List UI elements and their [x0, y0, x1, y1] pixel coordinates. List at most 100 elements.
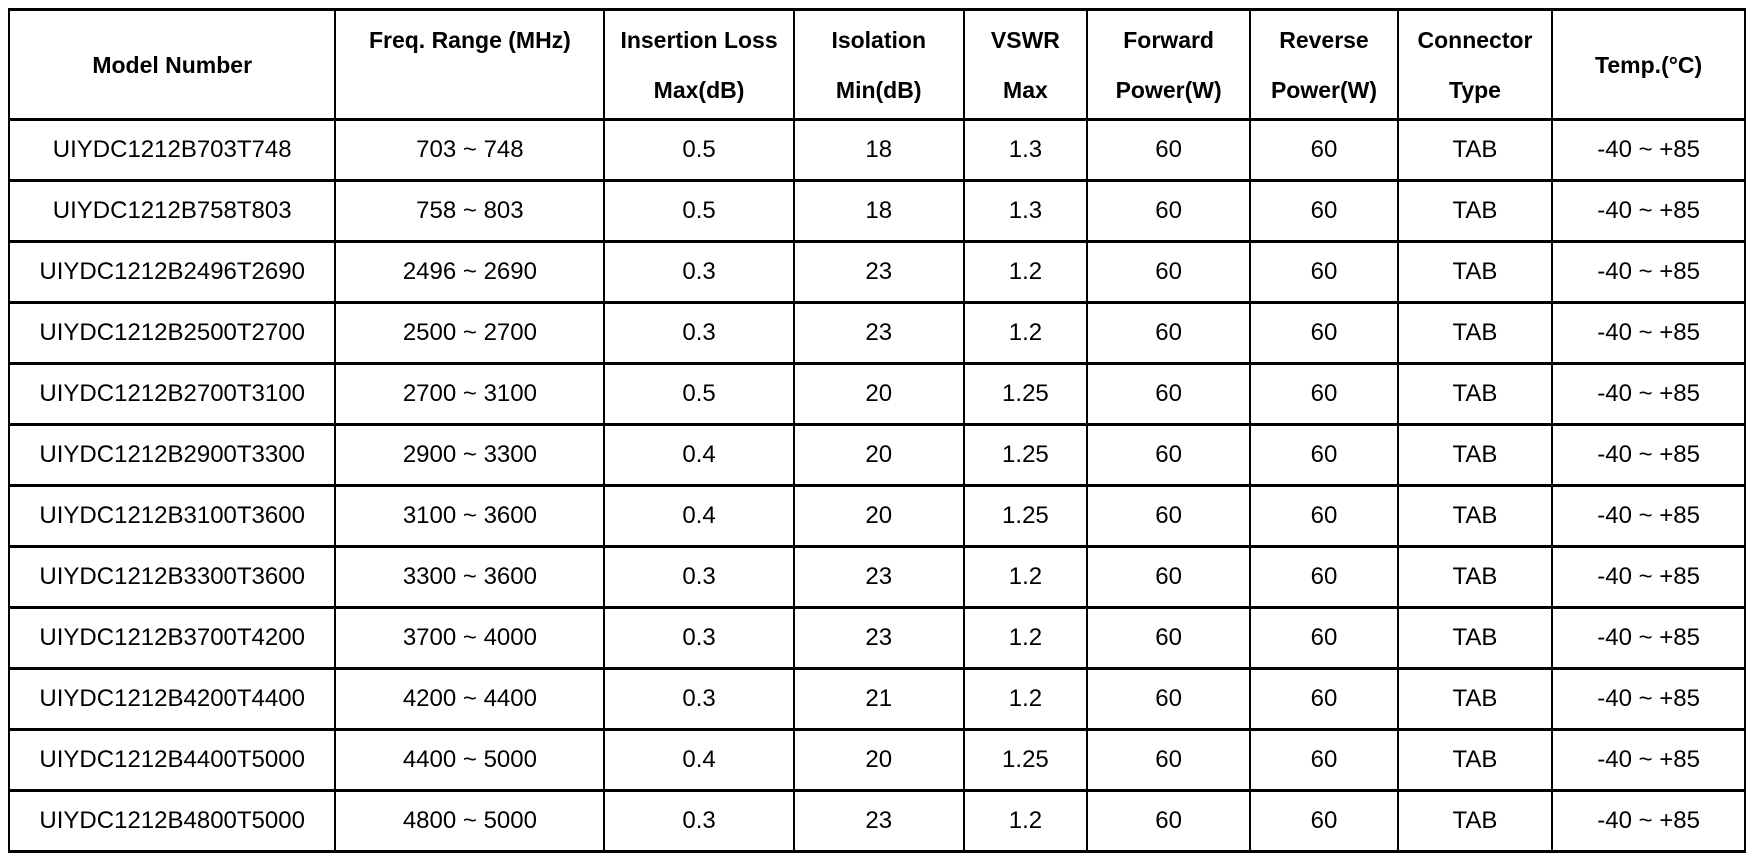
cell-fwd: 60: [1086, 301, 1252, 365]
cell-temp: -40 ~ +85: [1551, 240, 1746, 304]
cell-rev: 60: [1249, 240, 1399, 304]
cell-conn: TAB: [1396, 728, 1554, 792]
cell-fwd: 60: [1086, 179, 1252, 243]
column-header-line: Min(dB): [835, 76, 922, 103]
cell-conn: TAB: [1396, 484, 1554, 548]
cell-model: UIYDC1212B2700T3100: [7, 362, 337, 426]
cell-freq: 3100 ~ 3600: [334, 484, 606, 548]
cell-rev: 60: [1249, 301, 1399, 365]
cell-vswr: 1.2: [962, 545, 1089, 609]
cell-model: UIYDC1212B4400T5000: [7, 728, 337, 792]
cell-iso: 23: [792, 545, 965, 609]
column-header-line: Freq. Range (MHz): [368, 26, 571, 53]
cell-temp: -40 ~ +85: [1551, 728, 1746, 792]
cell-rev: 60: [1249, 362, 1399, 426]
cell-fwd: 60: [1086, 484, 1252, 548]
cell-il: 0.5: [603, 179, 795, 243]
cell-freq: 4400 ~ 5000: [334, 728, 606, 792]
cell-iso: 18: [792, 179, 965, 243]
cell-temp: -40 ~ +85: [1551, 667, 1746, 731]
cell-vswr: 1.2: [962, 667, 1089, 731]
cell-model: UIYDC1212B2500T2700: [7, 301, 337, 365]
spec-table: Model Number Freq. Range (MHz) Insertion L…: [7, 8, 1746, 853]
cell-freq: 3700 ~ 4000: [334, 606, 606, 670]
cell-conn: TAB: [1396, 423, 1554, 487]
cell-freq: 2496 ~ 2690: [334, 240, 606, 304]
column-header-line: Isolation: [831, 26, 926, 53]
cell-il: 0.3: [603, 789, 795, 853]
cell-rev: 60: [1249, 423, 1399, 487]
cell-freq: 3300 ~ 3600: [334, 545, 606, 609]
cell-model: UIYDC1212B4200T4400: [7, 667, 337, 731]
cell-il: 0.4: [603, 423, 795, 487]
cell-temp: -40 ~ +85: [1551, 789, 1746, 853]
cell-il: 0.3: [603, 240, 795, 304]
cell-fwd: 60: [1086, 667, 1252, 731]
column-header-line: Connector: [1417, 26, 1533, 53]
cell-conn: TAB: [1396, 667, 1554, 731]
cell-iso: 18: [792, 118, 965, 182]
cell-iso: 21: [792, 667, 965, 731]
column-header-line: Model Number: [92, 51, 253, 78]
cell-iso: 20: [792, 423, 965, 487]
cell-il: 0.3: [603, 301, 795, 365]
cell-fwd: 60: [1086, 606, 1252, 670]
cell-vswr: 1.3: [962, 179, 1089, 243]
cell-model: UIYDC1212B703T748: [7, 118, 337, 182]
cell-temp: -40 ~ +85: [1551, 423, 1746, 487]
cell-fwd: 60: [1086, 362, 1252, 426]
cell-model: UIYDC1212B4800T5000: [7, 789, 337, 853]
cell-temp: -40 ~ +85: [1551, 118, 1746, 182]
cell-fwd: 60: [1086, 118, 1252, 182]
cell-rev: 60: [1249, 789, 1399, 853]
column-header-line: Temp.(°C): [1595, 51, 1703, 78]
cell-temp: -40 ~ +85: [1551, 484, 1746, 548]
table-row: UIYDC1212B3100T3600 3100 ~ 3600 0.4 20 1.25 6…: [7, 484, 1746, 548]
cell-conn: TAB: [1396, 789, 1554, 853]
column-header-line: [340, 65, 599, 115]
cell-freq: 2700 ~ 3100: [334, 362, 606, 426]
cell-temp: -40 ~ +85: [1551, 362, 1746, 426]
column-header-il: Insertion Loss Max(dB): [603, 8, 795, 121]
cell-il: 0.5: [603, 118, 795, 182]
cell-vswr: 1.2: [962, 240, 1089, 304]
cell-iso: 23: [792, 240, 965, 304]
cell-vswr: 1.25: [962, 728, 1089, 792]
cell-freq: 4800 ~ 5000: [334, 789, 606, 853]
cell-vswr: 1.2: [962, 789, 1089, 853]
cell-il: 0.4: [603, 484, 795, 548]
table-row: UIYDC1212B3300T3600 3300 ~ 3600 0.3 23 1.2 60…: [7, 545, 1746, 609]
cell-temp: -40 ~ +85: [1551, 545, 1746, 609]
column-header-iso: Isolation Min(dB): [792, 8, 965, 121]
cell-freq: 703 ~ 748: [334, 118, 606, 182]
cell-model: UIYDC1212B758T803: [7, 179, 337, 243]
cell-iso: 23: [792, 606, 965, 670]
cell-il: 0.3: [603, 667, 795, 731]
column-header-line: Insertion Loss: [620, 26, 778, 53]
table-row: UIYDC1212B2500T2700 2500 ~ 2700 0.3 23 1.2 60…: [7, 301, 1746, 365]
cell-fwd: 60: [1086, 240, 1252, 304]
cell-model: UIYDC1212B2496T2690: [7, 240, 337, 304]
column-header-line: Max(dB): [653, 76, 745, 103]
table-row: UIYDC1212B4400T5000 4400 ~ 5000 0.4 20 1.25 6…: [7, 728, 1746, 792]
cell-fwd: 60: [1086, 728, 1252, 792]
cell-iso: 20: [792, 728, 965, 792]
header-row: Model Number Freq. Range (MHz) Insertion L…: [7, 8, 1746, 121]
column-header-line: Forward: [1123, 26, 1214, 53]
table-row: UIYDC1212B2700T3100 2700 ~ 3100 0.5 20 1.25 6…: [7, 362, 1746, 426]
cell-temp: -40 ~ +85: [1551, 179, 1746, 243]
table-row: UIYDC1212B3700T4200 3700 ~ 4000 0.3 23 1.2 60…: [7, 606, 1746, 670]
table-row: UIYDC1212B758T803 758 ~ 803 0.5 18 1.3 60 60 TA…: [7, 179, 1746, 243]
cell-rev: 60: [1249, 606, 1399, 670]
column-header-line: Max: [1003, 76, 1048, 103]
column-header-line: Reverse: [1279, 26, 1369, 53]
cell-il: 0.3: [603, 545, 795, 609]
cell-iso: 20: [792, 484, 965, 548]
cell-il: 0.4: [603, 728, 795, 792]
cell-conn: TAB: [1396, 179, 1554, 243]
cell-model: UIYDC1212B3700T4200: [7, 606, 337, 670]
cell-freq: 4200 ~ 4400: [334, 667, 606, 731]
column-header-line: Type: [1449, 76, 1501, 103]
cell-vswr: 1.2: [962, 606, 1089, 670]
cell-fwd: 60: [1086, 545, 1252, 609]
